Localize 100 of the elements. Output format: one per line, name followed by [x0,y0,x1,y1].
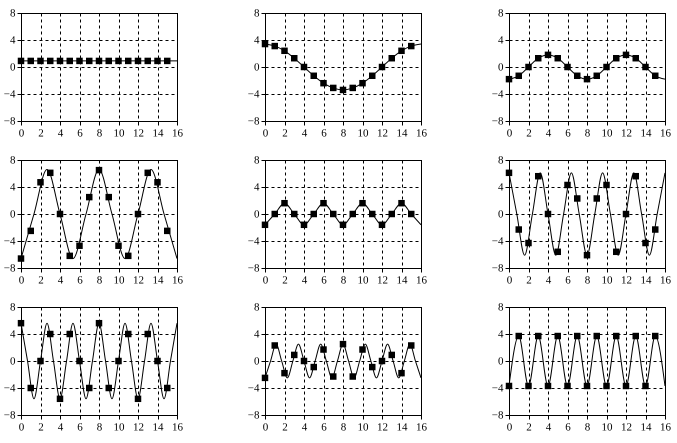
point [554,248,561,256]
y-tick-label: 4 [10,34,16,46]
x-tick-label: 8 [340,274,347,286]
x-tick-label: 4 [302,422,308,434]
x-tick-label: 4 [546,422,552,434]
point [37,179,44,186]
point [388,352,395,358]
point [291,210,298,218]
x-tick-label: 0 [18,274,25,286]
point [350,373,356,380]
x-tick-label: 12 [133,128,144,140]
x-tick-label: 6 [77,128,84,140]
x-tick-label: 12 [133,422,144,434]
point [613,54,620,62]
point [340,86,346,94]
x-tick-label: 2 [38,274,44,286]
x-tick-label: 0 [506,128,513,140]
x-tick-label: 0 [18,128,25,140]
point [535,172,542,180]
x-tick-label: 10 [114,274,125,286]
point [96,166,102,174]
x-tick-label: 6 [321,128,328,140]
point [272,342,278,349]
x-tick-label: 12 [621,128,632,140]
y-tick-label: 4 [254,182,260,194]
point [330,210,336,218]
x-tick-label: 10 [114,422,125,434]
point [554,54,561,62]
y-tick-label: −4 [248,88,260,100]
point [594,72,600,80]
x-tick-label: 2 [38,422,44,434]
y-tick-label: 0 [498,62,504,74]
x-tick-label: 12 [621,274,632,286]
point [47,330,54,338]
y-tick-label: 4 [498,34,504,46]
point [652,226,658,233]
point [154,179,161,186]
x-tick-label: 14 [152,274,164,286]
point [310,364,317,370]
x-tick-label: 6 [321,422,328,434]
point [350,84,356,92]
x-tick-label: 8 [584,128,591,140]
point [613,248,620,256]
x-tick-label: 8 [340,128,347,140]
y-tick-label: 8 [10,302,16,314]
y-tick-label: −4 [4,236,16,248]
y-tick-label: −8 [248,410,260,422]
point [106,384,112,392]
x-tick-label: 14 [640,274,652,286]
point [388,210,395,218]
x-tick-label: 14 [640,128,652,140]
point [310,210,317,218]
x-tick-label: 16 [660,274,672,286]
point [378,222,386,228]
y-tick-label: −4 [492,382,504,394]
y-tick-label: 8 [254,154,260,166]
y-tick-label: 4 [254,328,260,340]
y-tick-label: 0 [10,62,16,74]
point [18,255,24,262]
point [310,72,317,80]
point [516,226,522,233]
x-tick-label: 14 [640,422,652,434]
x-tick-label: 6 [565,128,572,140]
point [594,195,600,202]
x-tick-label: 2 [282,422,288,434]
y-tick-label: 0 [498,208,504,220]
y-tick-label: 8 [498,8,504,20]
x-tick-label: 14 [396,422,408,434]
y-tick-label: 8 [10,154,16,166]
point [350,210,356,218]
point [262,40,268,48]
point [506,76,512,82]
point [516,72,522,80]
x-tick-label: 10 [602,274,613,286]
x-tick-label: 16 [416,422,428,434]
x-tick-label: 0 [18,422,25,434]
x-tick-label: 0 [262,128,269,140]
point [632,54,639,62]
point [144,170,151,176]
y-tick-label: 0 [10,208,16,220]
point [574,195,580,202]
point [398,48,405,54]
x-tick-label: 6 [77,274,84,286]
point [408,210,414,218]
point [272,42,278,50]
point [262,374,268,382]
y-tick-label: 0 [254,208,260,220]
point [262,222,268,228]
point [281,48,288,54]
point [300,222,308,228]
point [47,170,54,176]
y-tick-label: 8 [254,8,260,20]
y-tick-label: −8 [492,116,504,128]
point [28,228,34,234]
y-tick-label: 8 [254,302,260,314]
x-tick-label: 0 [262,274,269,286]
x-tick-label: 6 [565,422,572,434]
x-tick-label: 4 [546,128,552,140]
y-tick-label: −8 [4,410,16,422]
point [359,346,366,353]
